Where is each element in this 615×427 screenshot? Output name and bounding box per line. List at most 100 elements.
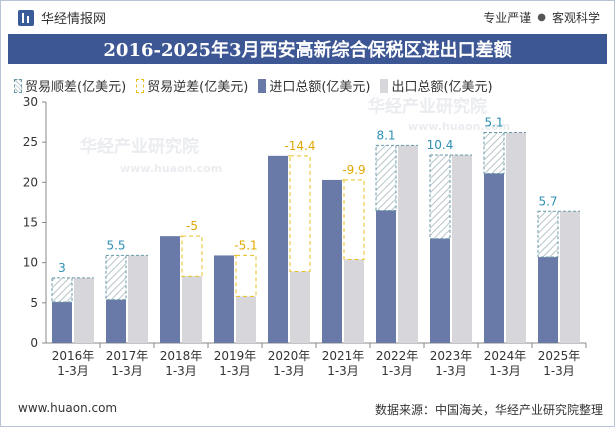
- x-tick-label-line: 2021年: [322, 349, 365, 363]
- x-tick-label-line: 2018年: [160, 349, 203, 363]
- legend-label-export: 出口总额(亿美元): [391, 80, 493, 95]
- x-tick-label-line: 1-3月: [543, 364, 575, 378]
- export-bar: [182, 276, 202, 343]
- watermark-url: www.huaon.com: [120, 162, 222, 175]
- export-bar: [398, 145, 418, 343]
- deficit-marker: [289, 155, 311, 273]
- y-tick-label: 30: [23, 95, 38, 109]
- import-bar: [106, 299, 126, 343]
- bar-chart-icon: [18, 9, 34, 26]
- surplus-data-label: 8.1: [376, 128, 395, 142]
- x-tick-label: 2018年 1-3月: [160, 349, 203, 378]
- import-bar: [484, 173, 504, 343]
- surplus-marker: [105, 254, 127, 301]
- import-bar: [268, 155, 288, 343]
- deficit-marker: [235, 254, 257, 297]
- x-tick-label-line: 1-3月: [435, 364, 467, 378]
- x-tick-label-line: 1-3月: [165, 364, 197, 378]
- chart-title: 2016-2025年3月西安高新综合保税区进出口差额: [103, 40, 512, 61]
- surplus-data-label: 3: [58, 261, 66, 275]
- x-tick-label: 2024年 1-3月: [484, 349, 527, 378]
- watermark-url-2: www.huaon.com: [408, 120, 510, 133]
- tagline-left: 专业严谨: [483, 11, 532, 25]
- surplus-marker: [483, 132, 505, 174]
- legend-item-surplus[interactable]: 贸易顺差(亿美元): [14, 76, 126, 95]
- surplus-marker: [429, 154, 451, 240]
- legend-label-deficit: 贸易逆差(亿美元): [147, 80, 249, 95]
- x-tick-label-line: 1-3月: [57, 364, 89, 378]
- footer-website[interactable]: www.huaon.com: [18, 401, 118, 415]
- deficit-data-label: -5: [186, 219, 198, 233]
- x-tick-label-line: 2023年: [430, 349, 473, 363]
- surplus-data-label: 5.7: [538, 194, 557, 208]
- chart-legend: 贸易顺差(亿美元) 贸易逆差(亿美元) 进口总额(亿美元) 出口总额(亿美元): [14, 76, 493, 95]
- x-tick-label: 2022年 1-3月: [376, 349, 419, 378]
- x-tick-label-line: 2019年: [214, 349, 257, 363]
- legend-swatch-export: [380, 78, 389, 93]
- x-tick-label: 2017年 1-3月: [106, 349, 149, 378]
- tagline-dot: ●: [537, 12, 546, 23]
- export-bar: [344, 259, 364, 343]
- deficit-data-label: -5.1: [234, 238, 257, 252]
- import-bar: [376, 210, 396, 343]
- x-tick-label: 2019年 1-3月: [214, 349, 257, 378]
- surplus-data-label: 5.5: [106, 238, 125, 252]
- legend-label-surplus: 贸易顺差(亿美元): [25, 80, 127, 95]
- x-tick-label-line: 1-3月: [489, 364, 521, 378]
- x-tick-label-line: 2024年: [484, 349, 527, 363]
- x-tick-label-line: 1-3月: [219, 364, 251, 378]
- legend-item-import[interactable]: 进口总额(亿美元): [258, 76, 370, 95]
- y-tick-label: 5: [30, 296, 38, 310]
- import-bar: [538, 257, 558, 343]
- x-tick-label-line: 1-3月: [381, 364, 413, 378]
- x-tick-label-line: 2020年: [268, 349, 311, 363]
- legend-item-deficit[interactable]: 贸易逆差(亿美元): [136, 76, 248, 95]
- export-bar: [74, 277, 94, 343]
- x-tick-label: 2020年 1-3月: [268, 349, 311, 378]
- x-tick-label-line: 1-3月: [273, 364, 305, 378]
- tagline: 专业严谨 ● 客观科学: [483, 9, 600, 26]
- surplus-marker: [375, 144, 397, 211]
- deficit-data-label: -14.4: [284, 139, 315, 153]
- export-bar: [290, 271, 310, 343]
- export-bar: [452, 155, 472, 343]
- export-bar: [506, 132, 526, 343]
- x-tick-label-line: 2016年: [52, 349, 95, 363]
- x-tick-label: 2025年 1-3月: [538, 349, 581, 378]
- brand[interactable]: 华经情报网: [18, 8, 106, 27]
- brand-name: 华经情报网: [41, 12, 107, 27]
- x-tick-label: 2016年 1-3月: [52, 349, 95, 378]
- export-bar: [236, 296, 256, 343]
- x-tick-label-line: 2022年: [376, 349, 419, 363]
- y-tick-label: 20: [23, 175, 38, 189]
- chart-title-bar: 2016-2025年3月西安高新综合保税区进出口差额: [8, 34, 607, 64]
- import-bar: [52, 302, 72, 343]
- y-tick-label: 10: [23, 256, 38, 270]
- import-bar: [214, 255, 234, 343]
- surplus-data-label: 10.4: [427, 138, 454, 152]
- watermark-text-2: 华经产业研究院: [368, 96, 487, 117]
- deficit-marker: [343, 179, 365, 260]
- x-tick-label-line: 2025年: [538, 349, 581, 363]
- y-tick-label: 15: [23, 216, 38, 230]
- x-tick-label: 2023年 1-3月: [430, 349, 473, 378]
- x-tick-label-line: 1-3月: [327, 364, 359, 378]
- legend-item-export[interactable]: 出口总额(亿美元): [380, 76, 493, 95]
- import-bar: [160, 236, 180, 343]
- export-bar: [560, 211, 580, 343]
- surplus-marker: [51, 277, 73, 303]
- footer-source: 数据来源：中国海关，华经产业研究院整理: [374, 403, 603, 417]
- tagline-right: 客观科学: [551, 11, 600, 25]
- legend-swatch-surplus: [14, 78, 22, 93]
- import-bar: [322, 179, 342, 343]
- y-tick-label: 25: [23, 135, 38, 149]
- deficit-data-label: -9.9: [342, 163, 365, 177]
- legend-label-import: 进口总额(亿美元): [269, 80, 371, 95]
- legend-swatch-import: [258, 78, 267, 93]
- surplus-data-label: 5.1: [484, 116, 503, 130]
- watermark-text: 华经产业研究院: [80, 136, 199, 157]
- export-bar: [128, 255, 148, 343]
- top-bar: 华经情报网 专业严谨 ● 客观科学: [0, 0, 615, 34]
